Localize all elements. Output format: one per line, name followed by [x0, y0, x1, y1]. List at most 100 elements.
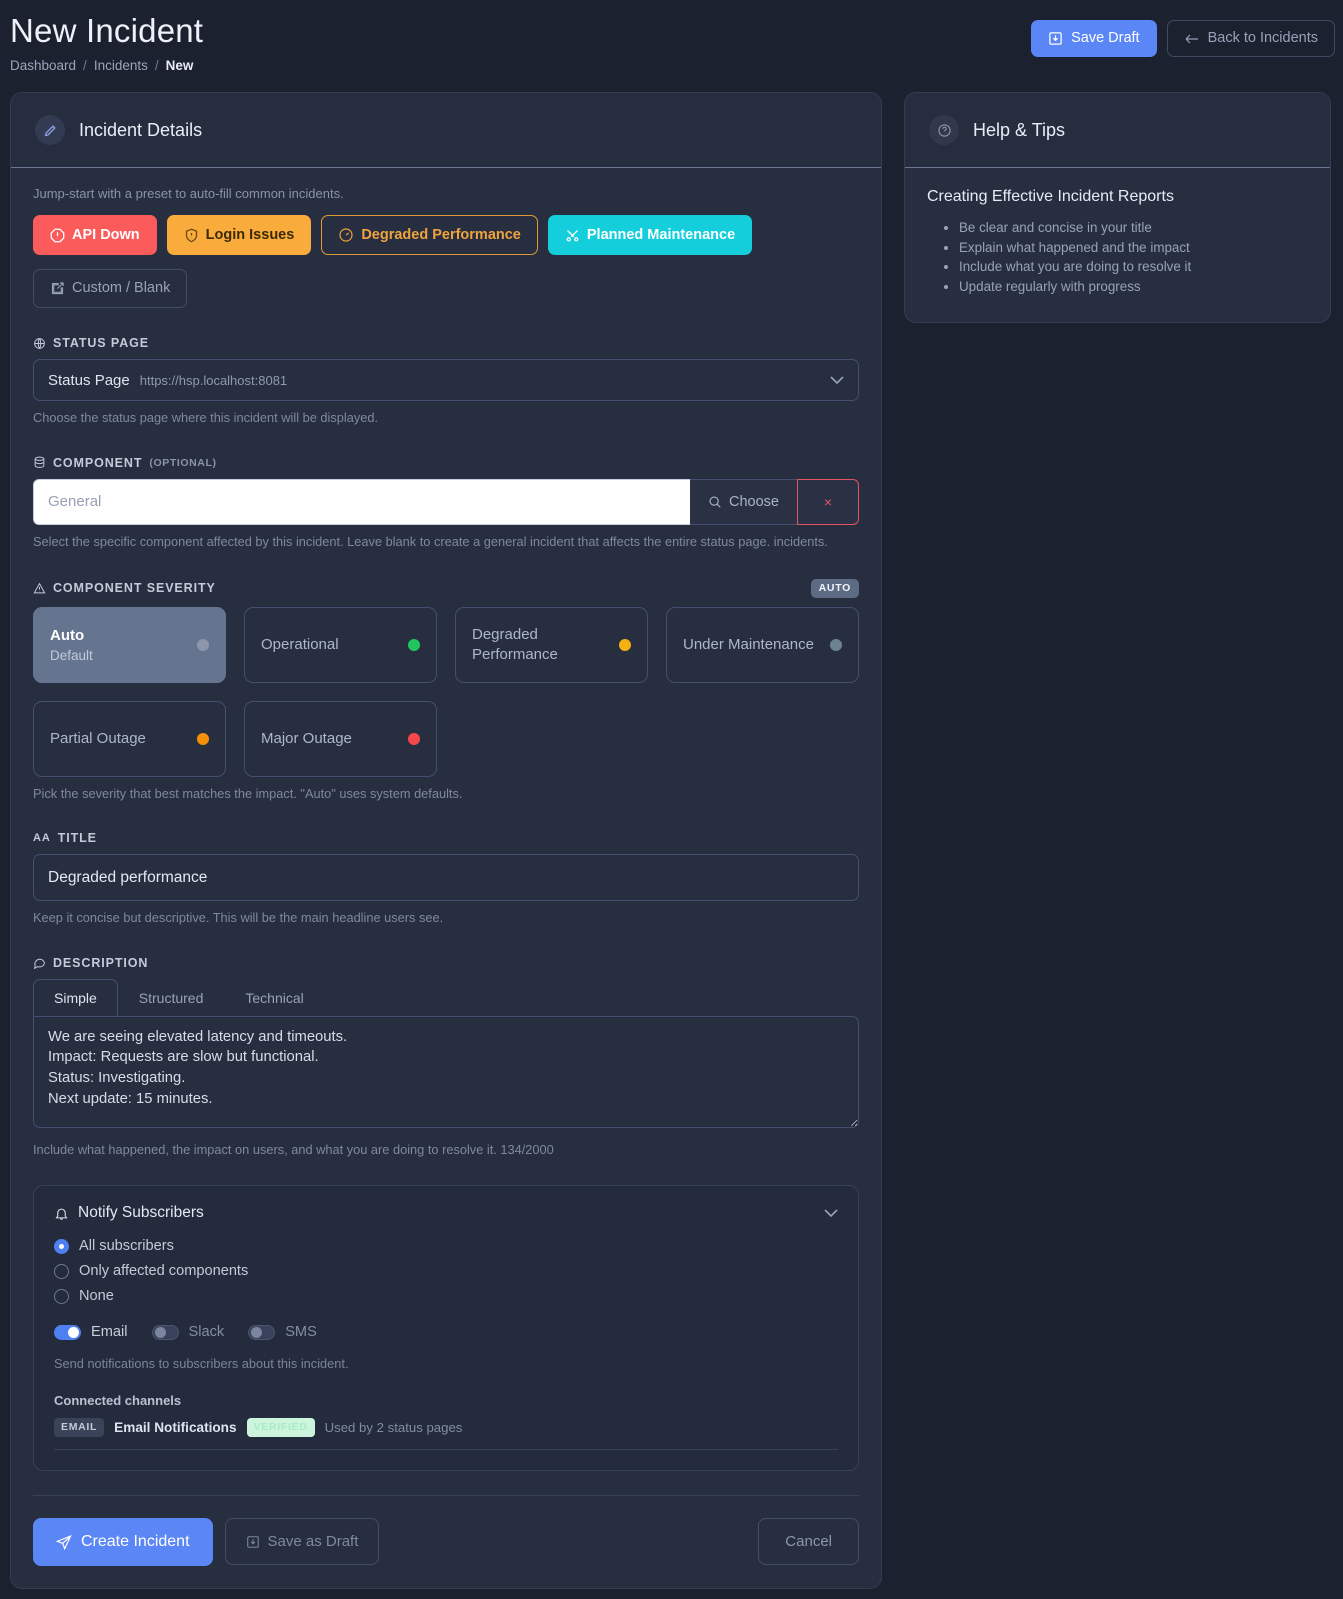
severity-option-major-outage[interactable]: Major Outage: [244, 700, 437, 777]
channel-meta: Used by 2 status pages: [324, 1419, 463, 1435]
title-label: Aa TITLE: [33, 831, 859, 845]
severity-option-operational-label: Operational: [261, 636, 339, 653]
preset-custom-blank-label: Custom / Blank: [72, 280, 171, 297]
severity-option-major-outage-label: Major Outage: [261, 730, 352, 747]
component-input[interactable]: [33, 478, 691, 525]
preset-planned-maintenance[interactable]: Planned Maintenance: [547, 215, 753, 255]
title-help: Keep it concise but descriptive. This wi…: [33, 910, 444, 926]
component-label-text: COMPONENT: [53, 455, 143, 470]
notify-radio-all-subscribers-label: All subscribers: [79, 1238, 174, 1255]
pencil-icon: [35, 115, 65, 145]
component-label: COMPONENT (OPTIONAL): [33, 456, 859, 470]
severity-option-under-maintenance[interactable]: Under Maintenance: [666, 606, 859, 683]
severity-dot-auto: [197, 638, 209, 651]
chevron-down-icon: [830, 375, 844, 385]
save-draft-button[interactable]: Save Draft: [1031, 20, 1157, 57]
status-page-selected-url: https://hsp.localhost:8081: [139, 372, 288, 388]
tab-simple[interactable]: Simple: [33, 978, 118, 1017]
toggle-email-label: Email: [91, 1324, 128, 1341]
tab-technical[interactable]: Technical: [245, 989, 304, 1006]
severity-option-degraded-performance[interactable]: Degraded Performance: [455, 606, 648, 683]
radio-indicator: [54, 1288, 69, 1304]
preset-planned-maintenance-label: Planned Maintenance: [586, 226, 736, 243]
severity-option-partial-outage[interactable]: Partial Outage: [33, 700, 226, 777]
incident-details-title: Incident Details: [79, 119, 203, 140]
chevron-down-icon[interactable]: [824, 1209, 838, 1218]
back-to-incidents-button[interactable]: Back to Incidents: [1166, 20, 1335, 57]
text-aa-icon: Aa: [33, 832, 51, 845]
notify-radio-only-affected[interactable]: Only affected components: [54, 1263, 838, 1279]
severity-label: COMPONENT SEVERITY: [33, 581, 216, 595]
component-choose-button[interactable]: Choose: [690, 478, 797, 525]
status-page-select[interactable]: Status Page https://hsp.localhost:8081: [33, 359, 859, 401]
save-as-draft-button[interactable]: Save as Draft: [224, 1518, 380, 1566]
form-actions: Create Incident Save as Draft Cancel: [33, 1494, 859, 1566]
question-circle-icon: [929, 115, 959, 145]
toggle-knob: [68, 1326, 79, 1338]
incident-details-card-body: Jump-start with a preset to auto-fill co…: [11, 168, 881, 1588]
chat-bubble-icon: [33, 956, 46, 970]
globe-icon: [33, 337, 46, 350]
edit-square-icon: [50, 281, 65, 296]
download-box-icon: [1048, 31, 1063, 46]
create-incident-label: Create Incident: [81, 1532, 190, 1550]
component-clear-button[interactable]: ×: [797, 478, 859, 525]
notify-radio-none[interactable]: None: [54, 1288, 838, 1304]
preset-custom-blank[interactable]: Custom / Blank: [33, 269, 188, 308]
cancel-button[interactable]: Cancel: [758, 1518, 859, 1566]
title-label-text: TITLE: [57, 831, 97, 846]
notify-channel-toggles: Email Slack SMS: [54, 1324, 838, 1340]
description-label-text: DESCRIPTION: [53, 955, 149, 970]
help-column: Help & Tips Creating Effective Incident …: [904, 92, 1331, 323]
toggle-sms[interactable]: [248, 1324, 276, 1340]
channel-type-badge: EMAIL: [54, 1418, 105, 1437]
breadcrumb-item-new: New: [165, 58, 194, 73]
connected-channel-row: EMAIL Email Notifications VERIFIED Used …: [54, 1418, 838, 1450]
preset-degraded-performance[interactable]: Degraded Performance: [321, 215, 538, 255]
severity-auto-badge: AUTO: [810, 579, 859, 598]
breadcrumb-item-incidents[interactable]: Incidents: [93, 58, 148, 73]
preset-api-down[interactable]: API Down: [33, 215, 157, 255]
description-textarea[interactable]: [33, 1015, 859, 1128]
create-incident-button[interactable]: Create Incident: [33, 1517, 213, 1566]
severity-option-partial-outage-label: Partial Outage: [50, 730, 146, 747]
tab-structured[interactable]: Structured: [138, 989, 204, 1006]
download-box-icon: [246, 1535, 260, 1549]
help-tips-list: Be clear and concise in your title Expla…: [927, 218, 1308, 296]
title-input[interactable]: [33, 854, 859, 902]
notify-radio-group: All subscribers Only affected components…: [54, 1238, 838, 1304]
description-tabs: Simple Structured Technical: [33, 978, 859, 1017]
help-tips-heading: Creating Effective Incident Reports: [927, 188, 1174, 205]
tools-icon: [565, 228, 580, 243]
help-tips-title: Help & Tips: [973, 119, 1066, 140]
preset-login-issues[interactable]: Login Issues: [166, 215, 312, 255]
channel-name: Email Notifications: [114, 1419, 237, 1435]
breadcrumb-item-dashboard[interactable]: Dashboard: [10, 58, 77, 73]
component-input-group: Choose ×: [33, 478, 859, 525]
notify-radio-only-affected-label: Only affected components: [79, 1263, 249, 1280]
severity-option-auto[interactable]: Auto Default: [33, 606, 226, 683]
toggle-slack[interactable]: [151, 1324, 179, 1340]
database-icon: [33, 456, 46, 469]
shield-alert-icon: [184, 228, 199, 243]
severity-dot-partial-outage: [197, 732, 209, 745]
incident-details-column: Incident Details Jump-start with a prese…: [10, 92, 882, 1589]
breadcrumb: Dashboard / Incidents / New: [10, 58, 1333, 73]
notify-subscribers-panel: Notify Subscribers All subscribers Only: [33, 1185, 859, 1471]
preset-row: API Down Login Issues: [33, 215, 859, 308]
title-field: Aa TITLE Keep it concise but descriptive…: [33, 831, 859, 928]
component-field: COMPONENT (OPTIONAL) Choose: [33, 456, 859, 552]
toggle-knob: [154, 1326, 166, 1338]
alert-octagon-icon: [50, 228, 65, 243]
toggle-sms-label: SMS: [285, 1324, 317, 1341]
page-title: New Incident: [10, 12, 204, 49]
help-tips-card: Help & Tips Creating Effective Incident …: [904, 92, 1331, 323]
notify-radio-all-subscribers[interactable]: All subscribers: [54, 1238, 838, 1254]
component-label-optional: (OPTIONAL): [149, 456, 217, 469]
notify-subscribers-header[interactable]: Notify Subscribers: [54, 1204, 838, 1222]
status-page-label-text: STATUS PAGE: [53, 336, 150, 350]
toggle-email[interactable]: [54, 1324, 81, 1340]
severity-option-operational[interactable]: Operational: [244, 606, 437, 683]
status-page-field: STATUS PAGE Status Page https://hsp.loca…: [33, 336, 859, 428]
help-tips-card-header: Help & Tips: [905, 93, 1330, 168]
